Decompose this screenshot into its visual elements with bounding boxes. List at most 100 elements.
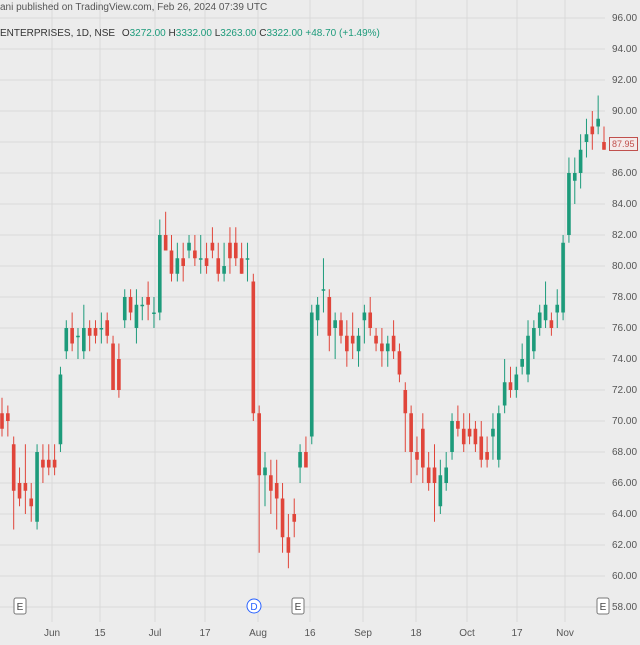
marker-letter: E — [600, 602, 607, 613]
candle-body — [82, 328, 86, 352]
candle — [391, 320, 396, 359]
candle — [362, 304, 367, 344]
candle-body — [23, 483, 28, 491]
candle-body — [29, 498, 34, 507]
candle — [35, 444, 39, 530]
earnings-marker[interactable]: E — [13, 597, 27, 615]
candle-body — [122, 297, 127, 321]
candle-body — [157, 235, 162, 313]
candle — [491, 413, 495, 460]
candle — [502, 359, 507, 414]
candle — [175, 242, 180, 282]
candle — [64, 320, 69, 359]
candle — [473, 421, 478, 452]
candle-body — [584, 134, 589, 142]
candle-body — [117, 359, 121, 390]
candle — [140, 297, 145, 321]
candle — [163, 211, 168, 251]
candle-body — [380, 343, 384, 352]
candle — [146, 281, 150, 321]
candle-body — [526, 335, 530, 375]
candle-body — [444, 467, 449, 483]
candle — [520, 343, 524, 375]
candle — [315, 297, 320, 336]
candle — [333, 312, 337, 359]
x-tick-label: Aug — [249, 628, 267, 639]
candle-body — [362, 312, 367, 321]
candle-body — [228, 242, 232, 259]
candle — [210, 227, 215, 259]
candle-body — [561, 242, 565, 313]
dividend-marker[interactable]: D — [246, 598, 262, 614]
candle — [479, 421, 484, 468]
y-tick-label: 80.00 — [612, 261, 637, 272]
candle — [23, 444, 28, 514]
candle-body — [210, 242, 215, 251]
candle-body — [87, 328, 92, 336]
candle — [526, 320, 530, 383]
candle — [409, 405, 413, 483]
candle — [233, 227, 238, 266]
candle-body — [537, 312, 542, 328]
candle-body — [368, 312, 373, 328]
candle — [117, 343, 121, 398]
marker-letter: E — [17, 602, 24, 613]
y-tick-label: 96.00 — [612, 13, 637, 24]
candle — [309, 304, 314, 445]
candle-body — [99, 328, 104, 330]
candle — [485, 436, 489, 468]
candle-body — [146, 297, 150, 305]
y-tick-label: 68.00 — [612, 447, 637, 458]
candle — [122, 289, 127, 328]
candle — [257, 405, 261, 553]
published-line: ani published on TradingView.com, Feb 26… — [0, 2, 268, 13]
candle-body — [58, 374, 63, 445]
candle-body — [251, 281, 256, 414]
earnings-marker[interactable]: E — [596, 597, 610, 615]
candle — [397, 343, 402, 383]
y-tick-label: 62.00 — [612, 540, 637, 551]
candle-body — [11, 444, 16, 491]
y-tick-label: 84.00 — [612, 199, 637, 210]
candle-body — [175, 258, 180, 274]
y-tick-label: 58.00 — [612, 602, 637, 613]
candle-body — [70, 328, 74, 344]
candle — [572, 157, 577, 204]
candle — [76, 328, 80, 359]
candle — [514, 366, 519, 398]
candle-body — [345, 335, 349, 352]
y-tick-label: 60.00 — [612, 571, 637, 582]
candle-body — [385, 343, 390, 352]
candle-body — [432, 467, 437, 483]
candle — [216, 242, 221, 282]
candle-body — [461, 428, 466, 445]
candle — [292, 498, 297, 538]
earnings-marker[interactable]: E — [291, 597, 305, 615]
candle-body — [467, 428, 472, 437]
candle — [403, 382, 408, 452]
candle-body — [479, 436, 484, 460]
y-tick-label: 86.00 — [612, 168, 637, 179]
candle — [70, 312, 74, 352]
candle — [380, 328, 384, 367]
candle-body — [198, 258, 203, 260]
candle — [578, 134, 583, 189]
candle-body — [485, 452, 489, 460]
candle-body — [508, 382, 513, 390]
candle — [567, 157, 571, 243]
symbol-label: ENTERPRISES, 1D, NSE — [0, 28, 116, 39]
candle — [286, 514, 291, 569]
last-price-label: 87.95 — [609, 137, 638, 151]
candle — [6, 405, 10, 437]
candle-body — [514, 374, 519, 390]
candle-body — [549, 320, 554, 328]
candle-body — [502, 382, 507, 406]
candle-body — [321, 289, 326, 291]
candle — [111, 335, 115, 390]
candle — [99, 312, 104, 344]
x-tick-label: 16 — [304, 628, 316, 639]
candle — [239, 242, 244, 274]
candle — [169, 235, 174, 282]
